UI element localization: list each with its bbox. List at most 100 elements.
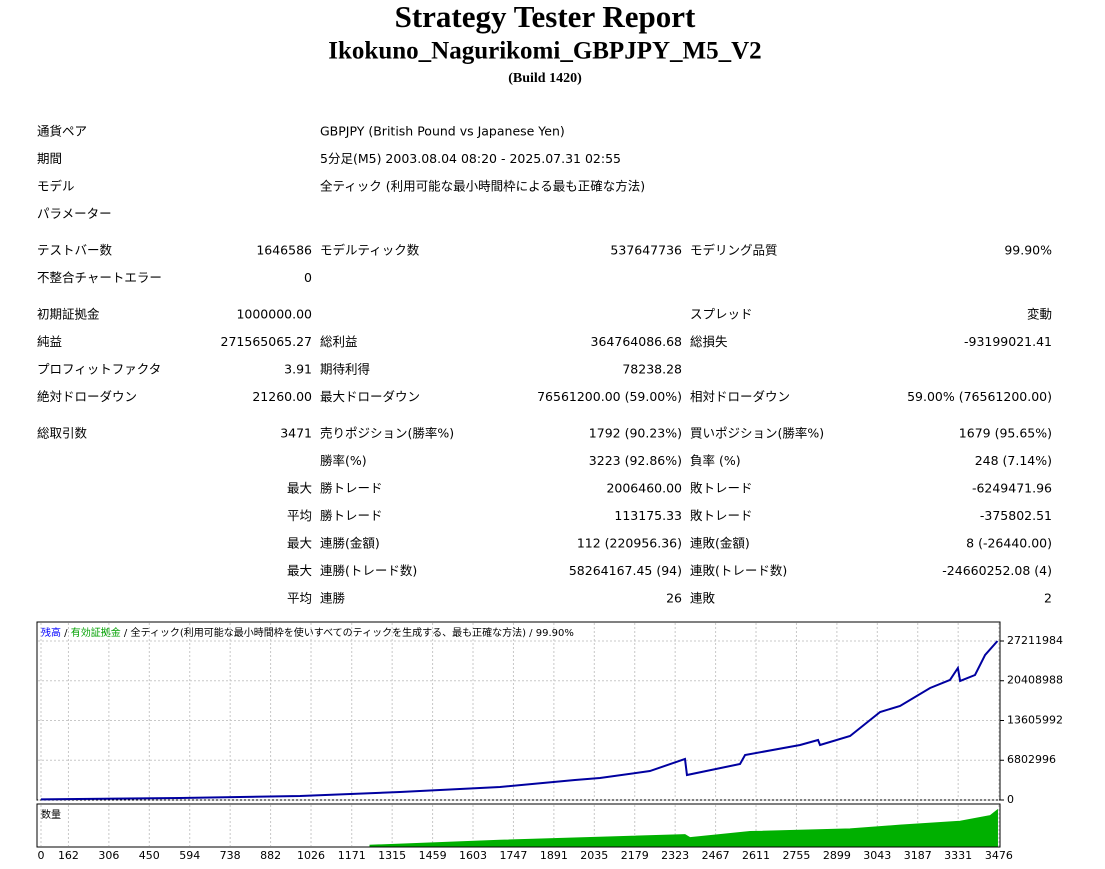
x-tick-label: 3331	[944, 849, 972, 862]
cell-label: 連勝	[320, 591, 346, 606]
cell-value: 平均	[287, 591, 312, 606]
cell-label: 通貨ペア	[37, 124, 87, 139]
x-tick-label: 1459	[419, 849, 447, 862]
cell-value: 1000000.00	[236, 307, 312, 322]
cell-label: 負率 (%)	[690, 453, 741, 468]
cell-label: 総利益	[320, 334, 358, 349]
x-tick-label: 1315	[378, 849, 406, 862]
cell-value: 59.00% (76561200.00)	[907, 389, 1052, 404]
cell-value: 113175.33	[614, 508, 682, 523]
cell-label: 期待利得	[320, 362, 370, 377]
legend-separator: /	[61, 628, 71, 639]
legend-item: 99.90%	[536, 628, 574, 639]
cell-value: 26	[666, 591, 682, 606]
cell-value: 537647736	[610, 243, 682, 258]
cell-value: 112 (220956.36)	[577, 536, 682, 551]
cell-label: 敗トレード	[690, 508, 753, 523]
y-tick-label: 20408988	[1007, 674, 1063, 687]
cell-label: GBPJPY (British Pound vs Japanese Yen)	[320, 124, 565, 139]
subtitle: Ikokuno_Nagurikomi_GBPJPY_M5_V2	[328, 38, 761, 65]
cell-value: 2006460.00	[606, 481, 682, 496]
legend-item: 全ティック(利用可能な最小時間枠を使いすべてのティックを生成する、最も正確な方法…	[130, 626, 526, 639]
cell-value: 3471	[280, 426, 312, 441]
cell-value: 0	[304, 270, 312, 285]
cell-value: 248 (7.14%)	[975, 453, 1052, 468]
legend-item: 有効証拠金	[71, 626, 121, 639]
x-tick-label: 162	[58, 849, 79, 862]
cell-value: 271565065.27	[221, 334, 312, 349]
x-tick-label: 594	[179, 849, 200, 862]
cell-value: 最大	[287, 481, 312, 496]
cell-value: 78238.28	[622, 362, 682, 377]
x-tick-label: 738	[220, 849, 241, 862]
cell-label: モデル	[37, 179, 75, 194]
balance-panel	[36, 621, 1001, 801]
cell-label: 勝トレード	[320, 508, 383, 523]
cell-label: モデリング品質	[690, 243, 778, 258]
x-tick-label: 1171	[338, 849, 366, 862]
x-tick-label: 450	[139, 849, 160, 862]
cell-value: 3.91	[284, 362, 312, 377]
cell-label: 連勝(トレード数)	[320, 563, 417, 578]
y-tick-label: 13605992	[1007, 713, 1063, 726]
volume-area	[369, 808, 998, 847]
summary-table: 通貨ペア GBPJPY (British Pound vs Japanese Ye…	[37, 124, 1052, 606]
cell-label: モデルティック数	[320, 243, 420, 258]
cell-label: 純益	[37, 334, 62, 349]
legend-item: 残高	[41, 626, 61, 639]
cell-value: 21260.00	[252, 389, 312, 404]
cell-value: 2	[1044, 591, 1052, 606]
cell-value: 58264167.45 (94)	[569, 563, 682, 578]
cell-label: 勝トレード	[320, 481, 383, 496]
cell-value: 1792 (90.23%)	[589, 426, 682, 441]
chart: 0 162 306 450 594 738 882 1026 1171 1315 1459 1603 1…	[38, 623, 1063, 862]
cell-value: -93199021.41	[964, 334, 1052, 349]
cell-label: プロフィットファクタ	[37, 362, 161, 377]
cell-value: 変動	[1027, 307, 1052, 322]
x-tick-label: 3476	[985, 849, 1013, 862]
cell-value: 99.90%	[1004, 243, 1052, 258]
cell-label: 売りポジション(勝率%)	[320, 426, 454, 441]
x-tick-label: 0	[38, 849, 45, 862]
cell-label: 全ティック (利用可能な最小時間枠による最も正確な方法)	[320, 179, 645, 194]
cell-label: 不整合チャートエラー	[37, 270, 162, 285]
x-tick-label: 1891	[540, 849, 568, 862]
x-tick-label: 3187	[904, 849, 932, 862]
cell-label: テストバー数	[37, 243, 113, 258]
cell-value: 8 (-26440.00)	[966, 536, 1052, 551]
x-tick-label: 306	[98, 849, 119, 862]
x-tick-label: 1747	[499, 849, 527, 862]
y-tick-label: 6802996	[1007, 753, 1056, 766]
volume-label: 数量	[41, 808, 61, 821]
cell-value: 1646586	[256, 243, 312, 258]
cell-label: 買いポジション(勝率%)	[690, 426, 824, 441]
cell-value: 364764086.68	[591, 334, 683, 349]
title: Strategy Tester Report	[395, 0, 696, 34]
cell-value: 1679 (95.65%)	[959, 426, 1052, 441]
cell-label: 連敗(金額)	[690, 536, 750, 551]
cell-value: 最大	[287, 563, 312, 578]
y-tick-label: 27211984	[1007, 634, 1063, 647]
legend-separator: /	[526, 628, 536, 639]
cell-label: 絶対ドローダウン	[37, 389, 137, 404]
x-tick-label: 2323	[661, 849, 689, 862]
cell-label: 総損失	[690, 334, 728, 349]
x-tick-label: 2899	[823, 849, 851, 862]
balance-line	[40, 640, 999, 801]
cell-value: 3223 (92.86%)	[589, 453, 682, 468]
x-tick-label: 2755	[782, 849, 810, 862]
x-tick-label: 882	[260, 849, 281, 862]
cell-value: 平均	[287, 508, 312, 523]
legend: 残高 / 有効証拠金 / 全ティック(利用可能な最小時間枠を使いすべてのティック…	[41, 626, 574, 639]
x-tick-label: 2179	[621, 849, 649, 862]
cell-label: 連敗	[690, 591, 716, 606]
cell-label: 勝率(%)	[320, 453, 367, 468]
cell-label: 初期証拠金	[37, 307, 100, 322]
x-tick-label: 2035	[580, 849, 608, 862]
cell-label: 連勝(金額)	[320, 536, 380, 551]
cell-label: 敗トレード	[690, 481, 753, 496]
cell-value: 最大	[287, 536, 312, 551]
cell-label: スプレッド	[690, 307, 753, 322]
y-tick-label: 0	[1007, 793, 1014, 806]
